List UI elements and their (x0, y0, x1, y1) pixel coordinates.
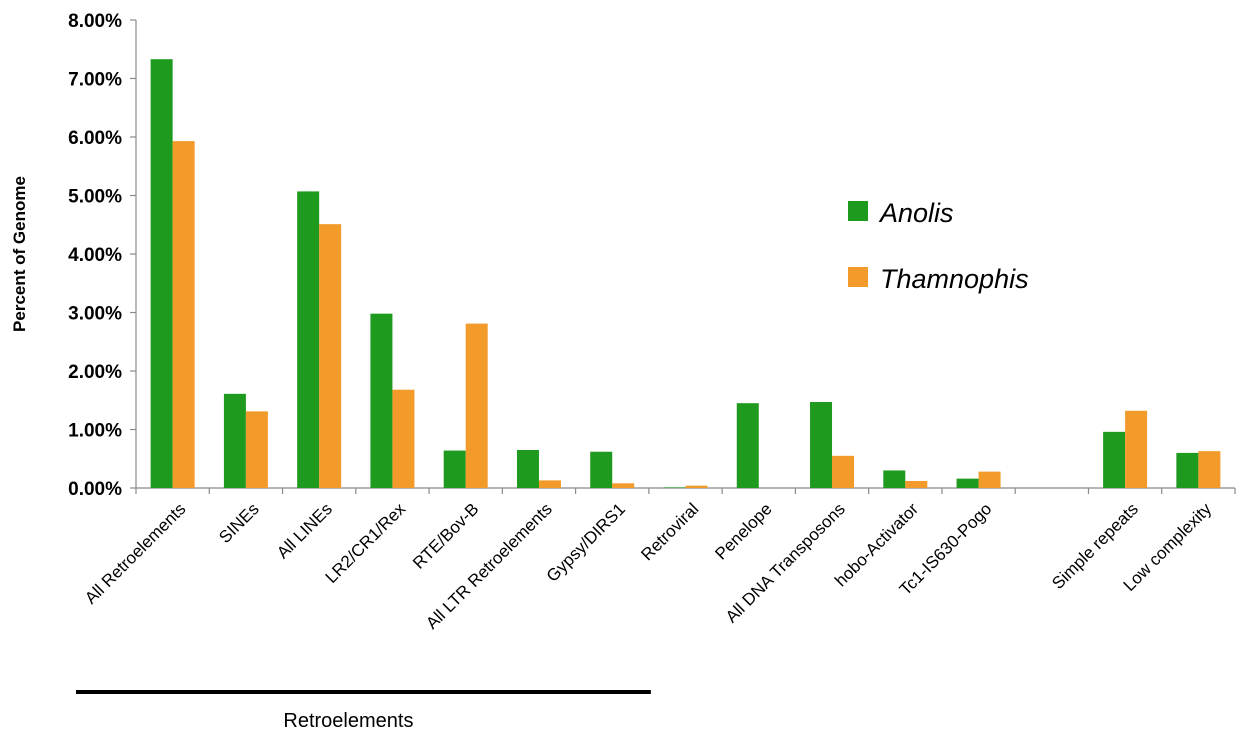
bar-thamnophis (465, 323, 488, 488)
bar-thamnophis (172, 141, 195, 488)
bar-thamnophis (319, 224, 342, 489)
y-tick-label: 0.00% (68, 479, 122, 500)
bar-thamnophis (978, 471, 1001, 488)
bar-thamnophis (685, 485, 708, 488)
bar-thamnophis (832, 455, 855, 488)
y-tick-label: 6.00% (68, 128, 122, 149)
x-category-label: SINEs (215, 499, 263, 547)
bar-anolis (810, 402, 833, 488)
bar-anolis (1103, 431, 1126, 488)
x-category-label: All LTR Retroelements (422, 499, 555, 632)
y-tick-label: 1.00% (68, 421, 122, 442)
bar-anolis (883, 470, 906, 488)
bar-thamnophis (392, 389, 415, 488)
bar-thamnophis (1125, 410, 1148, 488)
x-category-label: All DNA Transposons (722, 499, 849, 626)
x-category-label: All Retroelements (81, 499, 189, 607)
bar-anolis (297, 191, 320, 488)
group-bracket-label: Retroelements (283, 710, 413, 731)
bar-anolis (223, 393, 246, 488)
y-tick-label: 7.00% (68, 70, 122, 91)
y-axis-title: Percent of Genome (10, 176, 29, 332)
bar-thamnophis (905, 480, 928, 488)
y-tick-label: 3.00% (68, 304, 122, 325)
x-category-label: Gypsy/DIRS1 (543, 499, 629, 585)
bar-anolis (370, 313, 393, 488)
legend-swatch-anolis (848, 201, 868, 221)
y-tick-label: 5.00% (68, 187, 122, 208)
x-category-label: RTE/Bov-B (409, 499, 482, 572)
legend-label-anolis: Anolis (878, 198, 954, 228)
bar-anolis (150, 59, 173, 488)
bar-thamnophis (1198, 451, 1221, 488)
bar-anolis (590, 451, 613, 488)
legend-swatch-thamnophis (848, 267, 868, 287)
bar-anolis (663, 487, 686, 488)
y-tick-label: 8.00% (68, 11, 122, 32)
bar-thamnophis (612, 483, 635, 488)
bar-anolis (1176, 452, 1199, 488)
bar-anolis (443, 450, 466, 488)
bar-anolis (956, 478, 979, 488)
x-category-label: All LINEs (273, 499, 336, 562)
bar-anolis (516, 449, 539, 488)
x-category-label: Penelope (711, 499, 775, 563)
bar-thamnophis (245, 411, 268, 488)
bar-anolis (736, 403, 759, 488)
y-tick-label: 2.00% (68, 362, 122, 383)
bar-thamnophis (538, 480, 561, 488)
y-tick-label: 4.00% (68, 245, 122, 266)
x-category-label: Retroviral (637, 499, 702, 564)
legend-label-thamnophis: Thamnophis (880, 264, 1029, 294)
